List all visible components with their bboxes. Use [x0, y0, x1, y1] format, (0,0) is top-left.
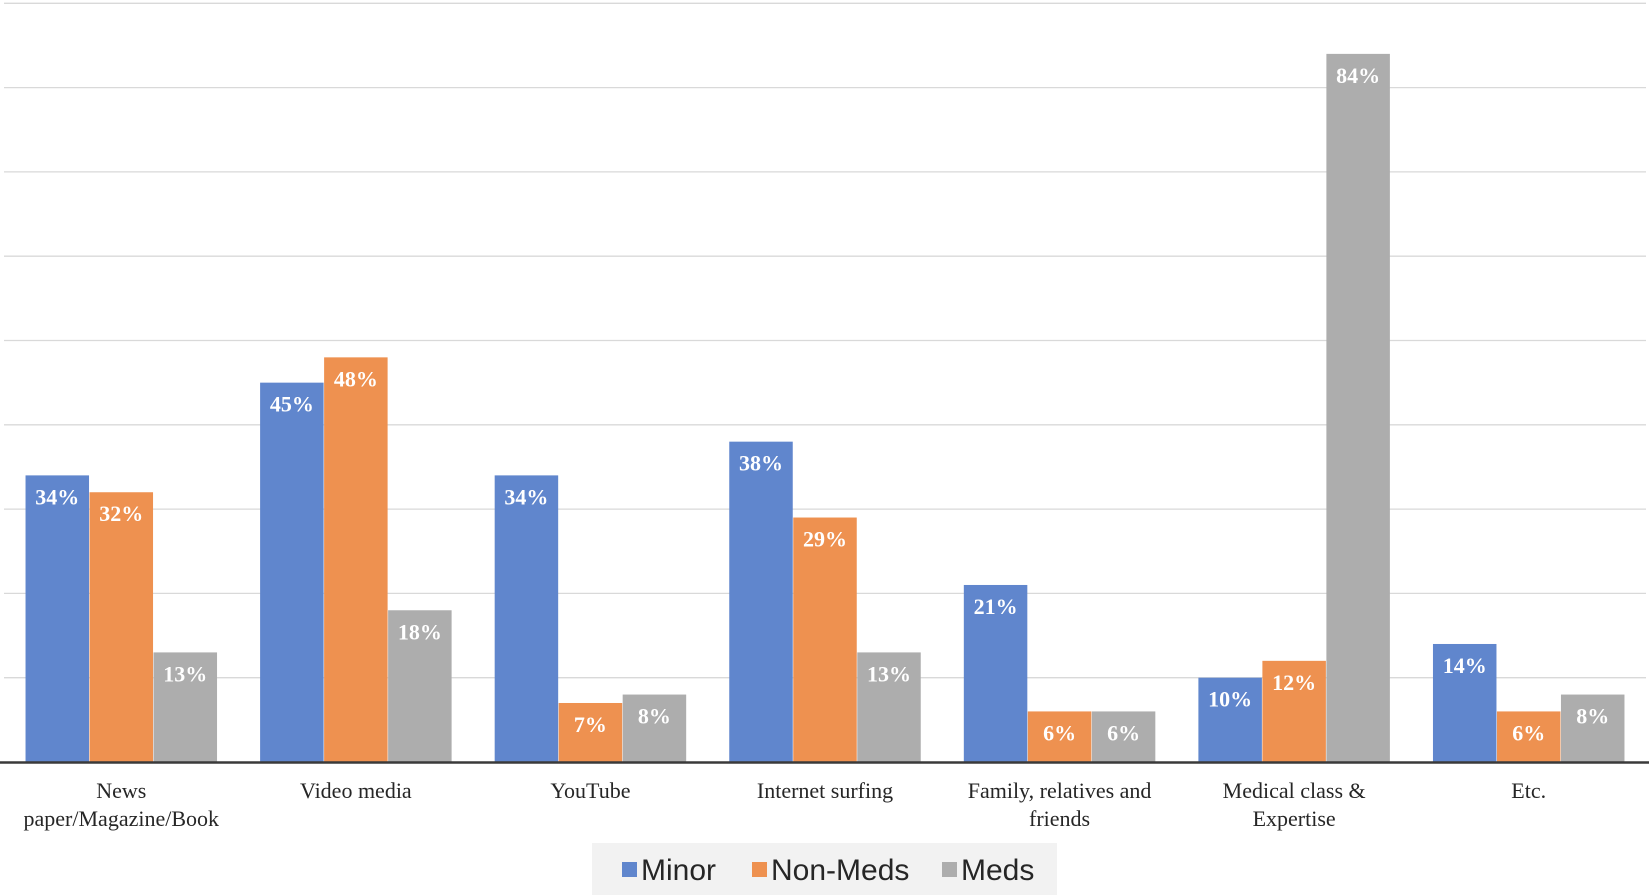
legend: Minor Non-Meds Meds [592, 843, 1057, 895]
data-label: 21% [974, 594, 1018, 619]
category-label: Expertise [1253, 806, 1336, 831]
bar [89, 492, 154, 762]
bar [622, 694, 687, 762]
bar [793, 517, 857, 762]
bar [729, 441, 793, 762]
category-label: Video media [300, 778, 412, 803]
bar [1027, 711, 1092, 762]
bar [1560, 694, 1625, 762]
data-label: 8% [1576, 704, 1609, 729]
data-label: 8% [638, 704, 671, 729]
category-label: Medical class & [1223, 778, 1366, 803]
bar [963, 584, 1028, 762]
bar [1198, 677, 1262, 762]
data-label: 6% [1512, 720, 1545, 745]
data-label: 18% [398, 619, 442, 644]
bar [388, 610, 452, 762]
category-label: YouTube [550, 778, 630, 803]
data-label: 38% [739, 451, 783, 476]
data-label: 13% [867, 661, 911, 686]
data-label: 84% [1336, 63, 1380, 88]
legend-box [592, 843, 1057, 895]
data-labels: 34% 32% 13% 45% 48% 18% 34% 7% 8% 38% 29% 13% 21% 6% 6… [35, 63, 1609, 746]
data-label: 32% [99, 501, 143, 526]
bar [1091, 711, 1156, 762]
bar [260, 382, 324, 762]
data-label: 12% [1272, 670, 1316, 695]
data-label: 14% [1443, 653, 1487, 678]
category-label: Internet surfing [757, 778, 893, 803]
category-label: paper/Magazine/Book [24, 806, 220, 831]
data-label: 7% [574, 712, 607, 737]
legend-label: Non-Meds [771, 854, 909, 887]
category-label: Family, relatives and [968, 778, 1152, 803]
data-label: 13% [163, 661, 207, 686]
category-labels: News paper/Magazine/Book Video media YouTub… [24, 778, 1547, 831]
legend-swatch [942, 862, 957, 877]
bar [1432, 643, 1497, 762]
bar [25, 475, 90, 762]
legend-label: Minor [641, 854, 716, 887]
bar [1262, 660, 1326, 762]
bar [558, 702, 623, 762]
data-label: 45% [270, 392, 314, 417]
category-label: friends [1029, 806, 1090, 831]
data-label: 34% [35, 484, 79, 509]
bar [1496, 711, 1561, 762]
bar [153, 652, 218, 762]
category-label: Etc. [1511, 778, 1546, 803]
data-label: 34% [504, 484, 548, 509]
bars [25, 53, 1625, 762]
data-label: 10% [1208, 687, 1252, 712]
legend-swatch [752, 862, 767, 877]
bar [324, 357, 388, 762]
data-label: 29% [803, 527, 847, 552]
bar [1326, 53, 1390, 762]
bar [494, 475, 559, 762]
category-label: News [96, 778, 146, 803]
data-label: 6% [1043, 720, 1076, 745]
data-label: 48% [334, 366, 378, 391]
legend-swatch [622, 862, 637, 877]
bar [857, 652, 921, 762]
data-label: 6% [1107, 720, 1140, 745]
legend-label: Meds [961, 854, 1034, 887]
